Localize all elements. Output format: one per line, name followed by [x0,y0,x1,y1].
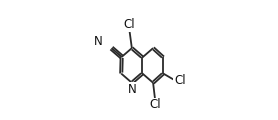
Text: Cl: Cl [174,74,186,87]
Text: Cl: Cl [149,99,161,111]
Text: Cl: Cl [124,18,135,31]
Text: N: N [128,83,136,96]
Text: N: N [93,35,102,48]
